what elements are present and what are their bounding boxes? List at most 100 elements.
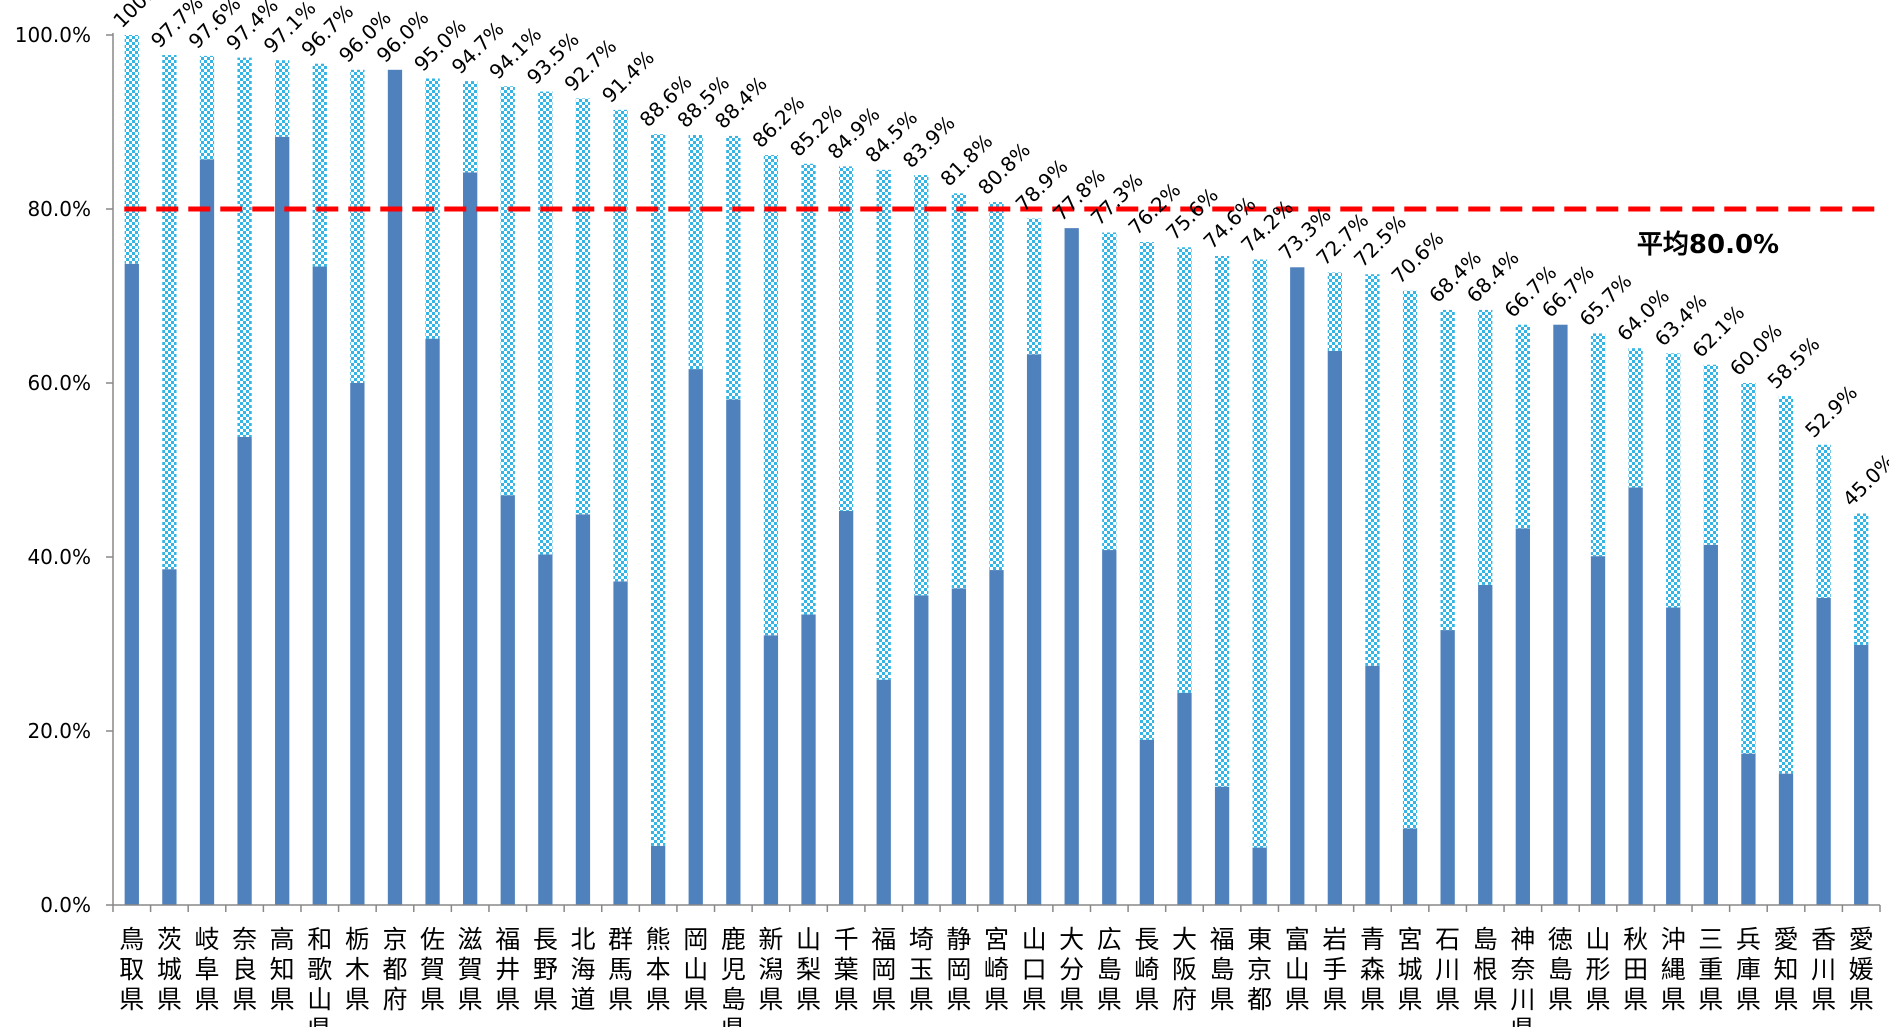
bar-segment-checkered <box>1440 309 1455 631</box>
bar-segment-solid <box>1666 607 1681 905</box>
bar-segment-solid <box>1214 786 1230 905</box>
bar-segment-solid <box>124 263 139 905</box>
bar-segment-solid <box>1252 847 1267 905</box>
bar-segment-solid <box>1026 354 1042 905</box>
bar-segment-checkered <box>500 86 515 496</box>
x-category-label: 岩手県 <box>1322 925 1347 1014</box>
x-category-label: 和歌山県 <box>307 925 332 1027</box>
y-tick-label: 60.0% <box>27 371 91 395</box>
bar-segment-solid <box>538 554 553 905</box>
x-category-label: 山形県 <box>1586 925 1611 1014</box>
y-tick-label: 0.0% <box>40 893 91 917</box>
x-category-label: 香川県 <box>1811 925 1836 1014</box>
bar-segment-checkered <box>1139 242 1155 740</box>
bar-segment-solid <box>1515 528 1530 905</box>
x-category-label: 愛媛県 <box>1849 925 1874 1014</box>
x-category-label: 栃木県 <box>345 925 370 1014</box>
x-category-label: 徳島県 <box>1548 925 1573 1014</box>
bar-segment-solid <box>1478 584 1493 905</box>
bar-segment-checkered <box>1365 274 1380 666</box>
bar-segment-checkered <box>1102 232 1117 551</box>
bar-segment-solid <box>199 159 215 905</box>
x-category-label: 静岡県 <box>946 925 971 1014</box>
bar-segment-solid <box>1703 544 1718 905</box>
bar-segment-checkered <box>463 81 478 173</box>
x-category-label: 福井県 <box>495 925 520 1014</box>
x-category-label: 鳥取県 <box>119 925 144 1014</box>
bar-segment-checkered <box>162 55 177 570</box>
x-category-label: 宮城県 <box>1398 925 1423 1014</box>
x-category-label: 山梨県 <box>796 925 821 1014</box>
y-tick-label: 100.0% <box>15 23 91 47</box>
y-tick-label: 80.0% <box>27 197 91 221</box>
bar-segment-checkered <box>350 69 365 384</box>
bar-segment-solid <box>237 436 252 905</box>
bar-segment-checkered <box>1327 272 1343 351</box>
x-category-label: 高知県 <box>270 925 295 1014</box>
bar-segment-solid <box>463 172 478 905</box>
x-category-label: 鹿児島県 <box>721 925 746 1027</box>
bar-segment-solid <box>876 679 891 905</box>
x-category-label: 京都府 <box>382 925 407 1014</box>
x-category-label: 富山県 <box>1285 925 1310 1014</box>
bar-segment-solid <box>1064 228 1079 905</box>
bar-segment-solid <box>1327 350 1343 905</box>
bar-segment-checkered <box>1515 324 1530 529</box>
y-tick-label: 40.0% <box>27 545 91 569</box>
x-category-label: 茨城県 <box>157 925 182 1014</box>
x-category-label: 宮崎県 <box>984 925 1009 1014</box>
bar-segment-checkered <box>1214 255 1230 787</box>
bar-segment-solid <box>1590 556 1606 905</box>
x-category-label: 千葉県 <box>834 925 859 1014</box>
bar-segment-solid <box>312 266 327 905</box>
bar-segment-solid <box>838 510 854 905</box>
bar-segment-solid <box>1102 550 1117 905</box>
x-category-label: 新潟県 <box>758 925 783 1014</box>
bar-total-label: 52.9% <box>1800 380 1862 442</box>
bar-segment-solid <box>1816 597 1831 905</box>
bar-segment-checkered <box>1816 444 1831 598</box>
x-category-label: 奈良県 <box>232 925 257 1014</box>
x-category-label: 東京都 <box>1247 925 1272 1014</box>
bar-segment-solid <box>1365 665 1380 905</box>
bar-segment-checkered <box>538 91 553 555</box>
bar-segment-solid <box>575 514 591 905</box>
bar-segment-checkered <box>1778 396 1794 774</box>
bar-segment-solid <box>726 399 741 905</box>
bar-segment-checkered <box>1252 259 1267 848</box>
bar-segment-checkered <box>914 175 929 596</box>
bar-segment-solid <box>1553 324 1568 906</box>
bar-segment-checkered <box>1666 353 1681 608</box>
bar-segment-solid <box>763 635 779 905</box>
bar-segment-solid <box>1177 692 1192 905</box>
bar-segment-solid <box>613 581 628 905</box>
bar-segment-checkered <box>613 109 628 582</box>
bar-segment-solid <box>650 845 666 905</box>
x-category-label: 長野県 <box>533 925 558 1014</box>
x-category-label: 三重県 <box>1698 925 1723 1014</box>
bar-segment-solid <box>1402 828 1418 905</box>
bars <box>124 35 1869 906</box>
x-category-label: 兵庫県 <box>1736 925 1761 1014</box>
bar-segment-checkered <box>1854 513 1869 645</box>
x-category-label: 群馬県 <box>608 925 633 1014</box>
x-category-label: 広島県 <box>1097 925 1122 1014</box>
bar-segment-checkered <box>951 193 967 589</box>
bar-segment-checkered <box>876 169 891 680</box>
bar-segment-solid <box>350 383 365 905</box>
x-category-label: 沖縄県 <box>1661 925 1686 1014</box>
x-category-label: 福岡県 <box>871 925 896 1014</box>
bar-segment-checkered <box>1703 364 1718 545</box>
x-category-label: 秋田県 <box>1623 925 1648 1014</box>
bar-segment-solid <box>1440 630 1455 905</box>
x-category-label: 大阪府 <box>1172 925 1197 1014</box>
bar-segment-checkered <box>1628 348 1643 488</box>
bar-segment-solid <box>1854 644 1869 905</box>
bar-segment-solid <box>500 495 515 905</box>
bar-segment-checkered <box>1026 218 1042 355</box>
x-category-label: 北海道 <box>570 925 595 1014</box>
x-category-label: 島根県 <box>1473 925 1498 1014</box>
bar-segment-solid <box>688 369 703 906</box>
bar-segment-solid <box>1139 739 1155 905</box>
bar-segment-checkered <box>688 135 703 370</box>
